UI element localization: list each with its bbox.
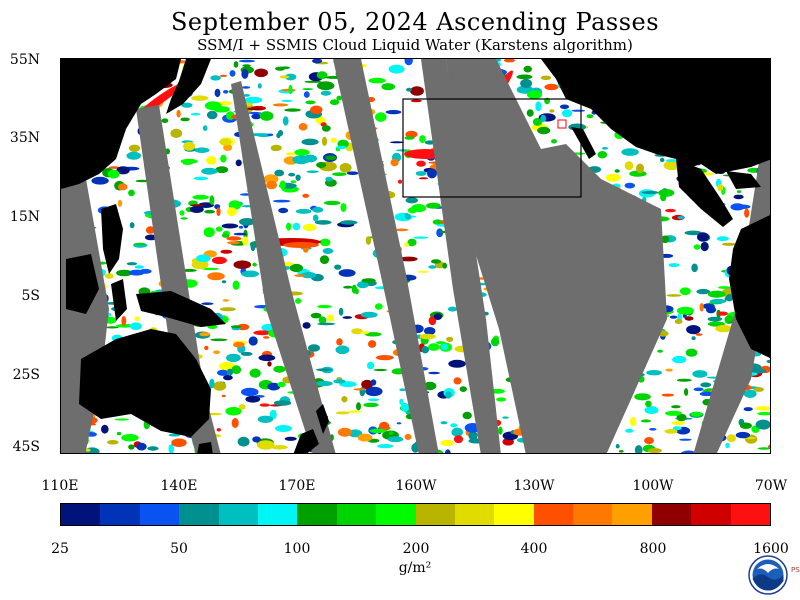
noaa-logo-icon (748, 555, 788, 595)
colorbar-segment (612, 504, 652, 525)
colorbar-segment (100, 504, 140, 525)
swath-gap (231, 81, 336, 453)
colorbar-label: 50 (170, 541, 188, 557)
colorbar-unit: g/m² (398, 560, 432, 576)
colorbar-segment (533, 504, 574, 525)
swath-gap (421, 59, 501, 453)
land-philippines (101, 204, 123, 274)
psl-logo-text: PSL (791, 566, 800, 574)
colorbar-label: 1600 (753, 541, 789, 557)
map-title: September 05, 2024 Ascending Passes (170, 8, 660, 36)
lat-label: 25S (12, 367, 40, 383)
colorbar-label: 25 (51, 541, 69, 557)
colorbar-label: 100 (283, 541, 311, 557)
colorbar-segment (454, 504, 495, 525)
land-baja (571, 127, 596, 159)
map-panel (60, 58, 771, 454)
colorbar (60, 503, 771, 526)
land-north-america (541, 59, 770, 174)
lon-label: 130W (513, 478, 555, 494)
colorbar-segment (336, 504, 377, 525)
land-caribbean (726, 171, 761, 189)
lon-label: 160W (395, 478, 437, 494)
land-south-america (729, 214, 770, 359)
colorbar-segment (218, 504, 258, 525)
lat-label: 15N (9, 209, 40, 225)
land-australia (79, 329, 211, 437)
lat-label: 5S (21, 288, 41, 304)
colorbar-label: 800 (639, 541, 667, 557)
land-new-zealand (316, 404, 329, 434)
region-box (402, 98, 582, 198)
lat-label: 45S (12, 439, 40, 455)
land-tasmania (197, 442, 213, 453)
land-japan (166, 59, 211, 114)
lon-label: 70W (754, 478, 788, 494)
colorbar-segment (257, 504, 298, 525)
colorbar-segment (61, 504, 101, 525)
lon-label: 100W (632, 478, 674, 494)
land-borneo (66, 254, 99, 314)
land-sulawesi (111, 279, 127, 321)
swath-gap (446, 59, 667, 453)
swath-gap (693, 140, 770, 453)
land-asia (61, 59, 181, 189)
colorbar-segment (494, 504, 534, 525)
colorbar-label: 200 (402, 541, 430, 557)
colorbar-segment (139, 504, 180, 525)
colorbar-label: 400 (520, 541, 548, 557)
swath-gap (333, 59, 439, 453)
lon-label: 170E (278, 478, 316, 494)
colorbar-segment (691, 504, 731, 525)
station-marker (557, 119, 567, 129)
land-central-america (676, 159, 733, 227)
land-masses (61, 59, 770, 453)
map-subtitle: SSM/I + SSMIS Cloud Liquid Water (Karste… (197, 36, 633, 54)
colorbar-segment (651, 504, 692, 525)
colorbar-segment (573, 504, 613, 525)
colorbar-segment (415, 504, 455, 525)
land-new-guinea (136, 291, 226, 327)
lat-label: 35N (9, 130, 40, 146)
lon-label: 140E (160, 478, 198, 494)
colorbar-segment (730, 504, 771, 525)
colorbar-segment (297, 504, 337, 525)
map-svg (61, 59, 770, 453)
colorbar-segment (179, 504, 219, 525)
lat-label: 55N (9, 52, 40, 68)
colorbar-segment (376, 504, 416, 525)
lon-label: 110E (41, 478, 79, 494)
land-new-zealand-south (293, 429, 319, 453)
